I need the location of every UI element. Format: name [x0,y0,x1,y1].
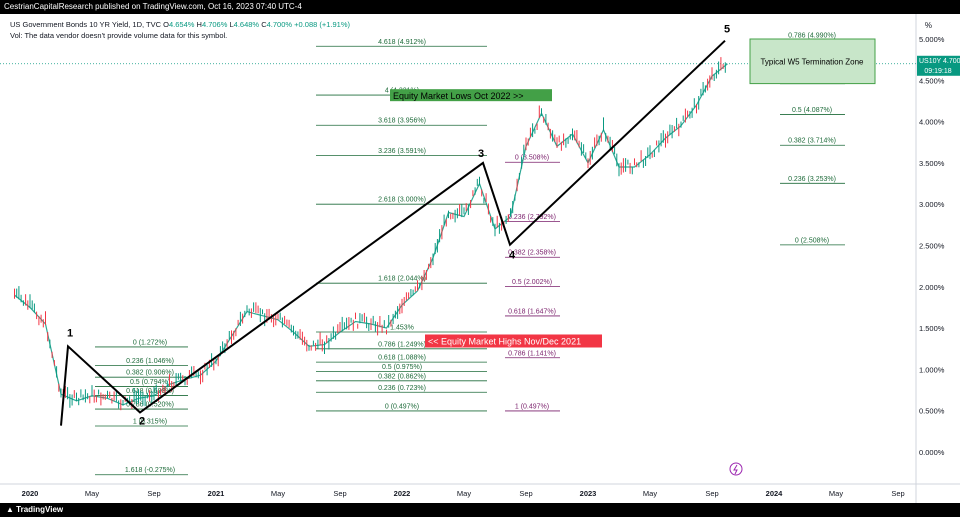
last-price-ticker: US10Y [919,58,942,65]
y-tick-label: 1.500% [919,324,945,333]
fib-d-level-label: 0.5 (4.087%) [792,107,832,114]
fib-c-level-label: 0.5 (2.002%) [512,279,552,286]
y-tick-label: 5.000% [919,35,945,44]
y-tick-label: 0.500% [919,407,945,416]
legend-vol-note: Vol: The data vendor doesn't provide vol… [10,31,228,40]
fib-d-level-label: 0.382 (3.714%) [788,138,836,145]
fib-d-level-label: 0.236 (3.253%) [788,176,836,183]
tradingview-logo[interactable]: ▲ TradingView [6,505,64,514]
y-tick-label: 3.500% [919,159,945,168]
event-marker-icon [729,462,743,476]
fib-d-level-label: 0 (2.508%) [795,237,829,244]
x-tick-label: Sep [147,489,160,498]
termination-zone-text: Typical W5 Termination Zone [760,57,864,66]
legend-high-label: H [196,20,202,29]
legend-open: 4.654% [169,20,195,29]
fib-b-level-label: 0.382 (0.862%) [378,373,426,380]
x-tick-label: 2021 [208,489,225,498]
tradingview-logo-text: TradingView [16,505,64,514]
fib-b-level-label: 3.236 (3.591%) [378,148,426,155]
y-tick-label: 0.000% [919,448,945,457]
fib-b-level-label: 0.618 (1.088%) [378,355,426,362]
price-series-line [14,63,728,406]
x-tick-label: 2022 [394,489,411,498]
legend-close: 4.700% [266,20,293,29]
last-price-countdown: 09:19:18 [924,68,951,75]
x-tick-label: 2023 [580,489,597,498]
x-tick-label: May [271,489,285,498]
y-tick-label: 3.000% [919,200,945,209]
x-tick-label: Sep [333,489,346,498]
fib-a-level-label: 0.382 (0.906%) [126,370,174,377]
fib-b-level-label: 4.618 (4.912%) [378,39,426,46]
termination-zone-box [749,38,876,85]
y-tick-label: 4.500% [919,76,945,85]
fib-a-level-label: 1.618 (-0.275%) [125,467,175,474]
x-tick-label: Sep [705,489,718,498]
fib-a-level-label: 0.5 (0.794%) [130,379,170,386]
fib-c-level-label: 0.618 (1.647%) [508,308,556,315]
x-tick-label: Sep [891,489,904,498]
x-tick-label: May [85,489,99,498]
fib-a-level-label: 1 (0.315%) [133,418,167,425]
x-tick-label: 2024 [766,489,784,498]
legend-low: 4.648% [233,20,260,29]
fib-c-level-label: 0.236 (2.792%) [508,214,556,221]
x-tick-label: May [643,489,657,498]
x-tick-label: May [457,489,471,498]
fib-b-level-label: 0 (0.497%) [385,403,419,410]
publisher-text: CestrianCapitalResearch published on Tra… [4,2,302,11]
fib-b-level-label: 1.453% [390,324,414,331]
fib-b-level-label: 0.5 (0.975%) [382,364,422,371]
legend-high: 4.706% [201,20,228,29]
last-price-value: 4.700% [943,58,960,65]
wave-label-5: 5 [724,24,730,36]
legend-low-label: L [229,20,234,29]
footer-bar: ▲ TradingView [0,503,960,517]
chart-legend: US Government Bonds 10 YR Yield, 1D, TVC… [10,19,350,41]
legend-open-label: O [163,20,169,29]
highs-annotation-text: << Equity Market Highs Nov/Dec 2021 [428,336,581,346]
fib-c-level-label: 0 (3.508%) [515,155,549,162]
wave-label-4: 4 [509,250,516,262]
highs-annotation-box [425,334,602,348]
price-chart[interactable]: 0.000% 0.500% 1.000% 1.500% 2.000% 2.500% 3.00… [0,14,960,503]
x-tick-label: May [829,489,843,498]
y-tick-label: 2.000% [919,283,945,292]
fib-c-level-label: 0.786 (1.141%) [508,350,556,357]
fib-b-level-label: 0.786 (1.249%) [378,341,426,348]
legend-close-label: C [261,20,267,29]
fib-b-level-label: 0.236 (0.723%) [378,385,426,392]
price-unit-label: % [924,21,932,30]
last-price-tag [917,55,960,76]
legend-change: +0.088 (+1.91%) [294,20,351,29]
y-tick-label: 4.000% [919,118,945,127]
fib-b-level-label: 3.618 (3.956%) [378,118,426,125]
legend-ohlc-row: US Government Bonds 10 YR Yield, 1D, TVC… [10,19,350,30]
legend-symbol[interactable]: US Government Bonds 10 YR Yield, 1D, TVC [10,20,162,29]
x-tick-label: Sep [519,489,532,498]
wave-label-2: 2 [139,415,145,427]
y-tick-label: 1.000% [919,365,945,374]
fib-a-level-label: 0.236 (1.046%) [126,358,174,365]
fib-d-level-label: 0.786 (4.990%) [788,32,836,39]
lows-annotation-box [390,89,552,102]
fib-a-level-label: 0 (1.272%) [133,339,167,346]
fib-c-level-label: 0.382 (2.358%) [508,250,556,257]
fib-b-level-label: 2.618 (3.000%) [378,197,426,204]
wave-label-3: 3 [478,148,484,160]
lows-annotation-text: Equity Market Lows Oct 2022 >> [393,91,524,101]
fib-b-level-label: 1.618 (2.044%) [378,276,426,283]
lightning-icon [733,464,738,475]
elliott-wave-line [60,39,726,426]
x-tick-label: 2020 [22,489,39,498]
wave-label-1: 1 [67,327,73,339]
fib-c-level-label: 1 (0.497%) [515,403,549,410]
y-tick-label: 2.500% [919,242,945,251]
publisher-bar: CestrianCapitalResearch published on Tra… [0,0,960,14]
